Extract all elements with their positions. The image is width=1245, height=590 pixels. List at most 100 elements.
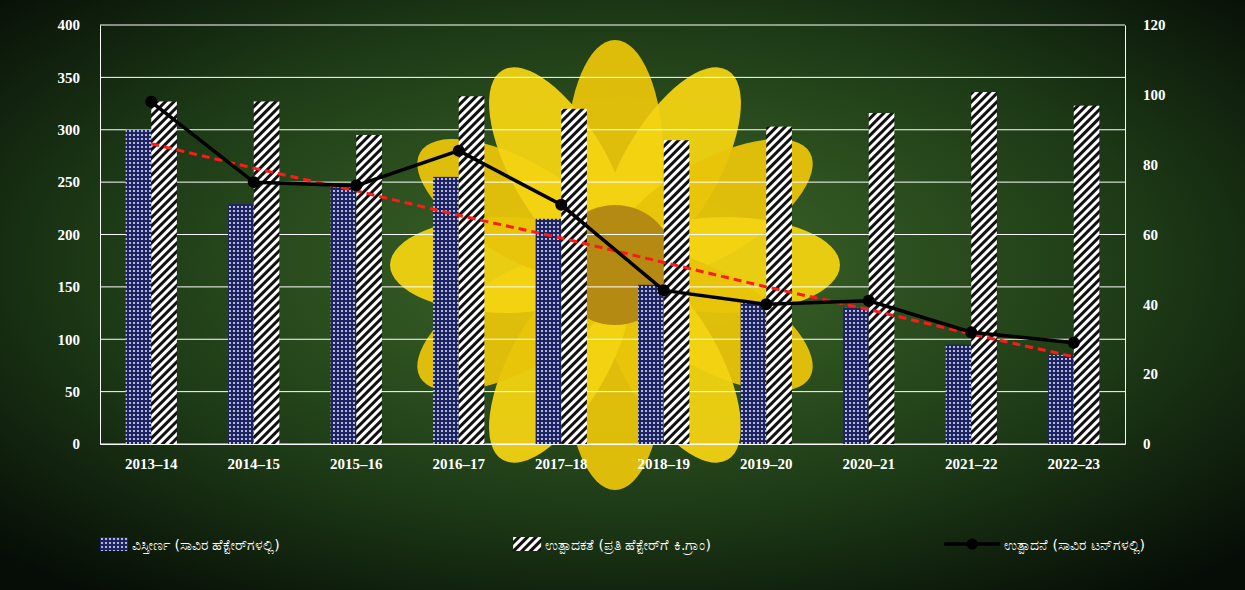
bar	[126, 130, 152, 444]
tick: 40	[1125, 297, 1158, 313]
bar	[331, 187, 357, 444]
chart: 2013–14 2014–15 2015–16 2016–17 2017–18 2018–…	[0, 0, 1245, 590]
tick: 2022–23	[1048, 444, 1101, 472]
bar	[971, 92, 997, 444]
plot: 2013–14 2014–15 2015–16 2016–17 2017–18 2018–…	[58, 17, 1166, 471]
tick: 120	[1125, 17, 1166, 33]
background	[0, 0, 1245, 590]
legend: ವಿಸ್ತೀರ್ಣ (ಸಾವಿರ ಹೆಕ್ಟೇರ್‌ಗಳಲ್ಲಿ) ಉತ್ಪಾದಕ…	[100, 537, 1145, 555]
tick-label: 2016–17	[433, 456, 486, 472]
axis-line	[100, 26, 101, 445]
tick: 2016–17	[433, 444, 486, 472]
tick-label: 60	[1143, 227, 1158, 243]
tick-label: 0	[1143, 436, 1151, 452]
tick-label: 120	[1143, 17, 1166, 33]
legend-item: ಉತ್ಪಾದನೆ (ಸಾವಿರ ಟನ್‌ಗಳಲ್ಲಿ)	[944, 537, 1145, 555]
tick: 300	[58, 122, 101, 138]
tick-label: 2020–21	[843, 456, 896, 472]
tick-label: 40	[1143, 297, 1158, 313]
tick-label: 250	[58, 174, 81, 190]
tick: 250	[58, 174, 101, 190]
tick-label: 350	[58, 70, 81, 86]
legend-label: ವಿಸ್ತೀರ್ಣ (ಸಾವಿರ ಹೆಕ್ಟೇರ್‌ಗಳಲ್ಲಿ)	[132, 537, 280, 554]
tick-label: 300	[58, 122, 81, 138]
axis-line	[1125, 26, 1126, 445]
marker	[248, 176, 260, 188]
trend-line	[151, 144, 1074, 357]
grid	[100, 25, 1125, 444]
tick: 2015–16	[330, 444, 383, 472]
tick: 100	[1125, 87, 1166, 103]
bar	[536, 219, 562, 444]
tick: 2014–15	[228, 444, 281, 472]
flower-decoration	[390, 40, 840, 490]
line	[151, 102, 1074, 343]
marker	[863, 295, 875, 307]
tick-label: 200	[58, 227, 81, 243]
tick: 20	[1125, 366, 1158, 382]
bar	[638, 285, 664, 444]
tick: 2018–19	[638, 444, 691, 472]
tick-label: 2014–15	[228, 456, 281, 472]
tick: 350	[58, 70, 101, 86]
marker	[965, 326, 977, 338]
marker	[760, 298, 772, 310]
marks	[126, 92, 1100, 444]
legend-item: ವಿಸ್ತೀರ್ಣ (ಸಾವಿರ ಹೆಕ್ಟೇರ್‌ಗಳಲ್ಲಿ)	[100, 537, 280, 554]
tick-label: 2017–18	[535, 456, 588, 472]
y2-axis: 0 20 40 60 80 100 120	[1125, 17, 1166, 452]
grid-line	[100, 25, 1125, 26]
tick: 0	[1125, 436, 1151, 452]
bar	[741, 303, 767, 444]
bar	[946, 344, 972, 444]
grid-line	[100, 77, 1125, 78]
tick: 50	[65, 384, 100, 400]
tick-label: 150	[58, 279, 81, 295]
tick-label: 20	[1143, 366, 1158, 382]
markers	[145, 96, 1080, 349]
bar	[433, 177, 459, 444]
x-axis: 2013–14 2014–15 2015–16 2016–17 2017–18 2018–…	[101, 444, 1126, 472]
bar	[151, 101, 177, 444]
tick: 100	[58, 332, 101, 348]
bar	[766, 127, 792, 444]
legend-marker	[967, 539, 978, 550]
tick: 2019–20	[740, 444, 793, 472]
bar-series	[151, 92, 1099, 444]
bar	[561, 109, 587, 444]
tick: 0	[73, 436, 101, 452]
tick: 2017–18	[535, 444, 588, 472]
tick-label: 2022–23	[1048, 456, 1101, 472]
bar	[228, 204, 254, 444]
marker	[145, 96, 157, 108]
tick-label: 2019–20	[740, 456, 793, 472]
legend-swatch	[513, 537, 541, 551]
tick: 60	[1125, 227, 1158, 243]
legend-item: ಉತ್ಪಾದಕತೆ (ಪ್ರತಿ ಹೆಕ್ಟೇರ್‌ಗೆ ಕಿ.ಗ್ರಾಂ)	[513, 537, 711, 555]
marker	[658, 284, 670, 296]
tick-label: 2015–16	[330, 456, 383, 472]
tick: 150	[58, 279, 101, 295]
y-axis: 0 50 100 150 200 250 300 350 400	[58, 17, 101, 452]
marker	[453, 145, 465, 157]
tick-label: 2018–19	[638, 456, 691, 472]
tick-label: 50	[65, 384, 80, 400]
bar	[1074, 106, 1100, 444]
tick-label: 2021–22	[945, 456, 998, 472]
tick: 2020–21	[843, 444, 896, 472]
tick: 2021–22	[945, 444, 998, 472]
tick: 200	[58, 227, 101, 243]
bar	[254, 101, 280, 444]
bar	[869, 113, 895, 444]
tick-label: 80	[1143, 157, 1158, 173]
tick: 400	[58, 17, 101, 33]
tick-label: 100	[58, 332, 81, 348]
axis-line	[101, 444, 1126, 445]
tick-label: 0	[73, 436, 81, 452]
tick-label: 100	[1143, 87, 1166, 103]
tick-label: 400	[58, 17, 81, 33]
tick-label: 2013–14	[125, 456, 178, 472]
tick: 80	[1125, 157, 1158, 173]
marker	[350, 180, 362, 192]
legend-swatch	[100, 537, 128, 551]
